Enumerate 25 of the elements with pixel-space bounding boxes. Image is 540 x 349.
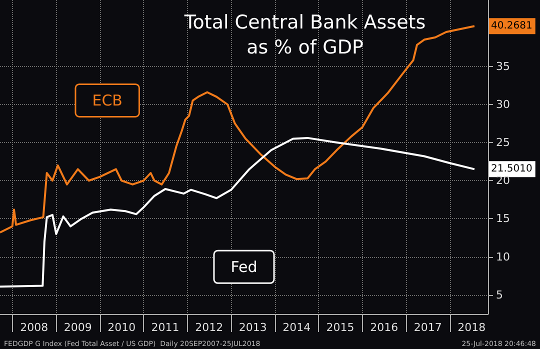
text: Fed <box>230 258 258 276</box>
x-tick-label: 2011 <box>151 321 180 334</box>
x-tick-label: 2008 <box>20 321 48 334</box>
y-tick-label: 20 <box>496 174 510 188</box>
text: Total Central Bank Assets <box>183 12 426 34</box>
y-tick-label: 5 <box>496 288 503 302</box>
x-tick-label: 2012 <box>195 321 224 334</box>
x-tick-label: 2018 <box>458 321 486 334</box>
y-tick-label: 35 <box>496 60 510 73</box>
x-tick-label: 2016 <box>370 321 398 334</box>
y-tick-label: 25 <box>496 136 510 150</box>
text: ECB <box>92 91 122 110</box>
annotation: 21.5010 <box>491 164 532 175</box>
x-tick-label: 2013 <box>238 321 267 334</box>
text: as % of GDP <box>246 36 364 58</box>
y-tick-label: 30 <box>496 98 510 111</box>
annotation: 40.2681 <box>491 20 532 32</box>
x-tick-label: 2017 <box>414 321 442 334</box>
y-tick-label: 15 <box>496 212 510 226</box>
x-tick-label: 2009 <box>64 321 92 334</box>
x-tick-label: 2015 <box>326 321 354 334</box>
line-series <box>0 136 476 288</box>
x-tick-label: 2010 <box>108 321 136 334</box>
x-tick-label: 2014 <box>282 321 311 334</box>
y-tick-label: 10 <box>496 250 510 264</box>
